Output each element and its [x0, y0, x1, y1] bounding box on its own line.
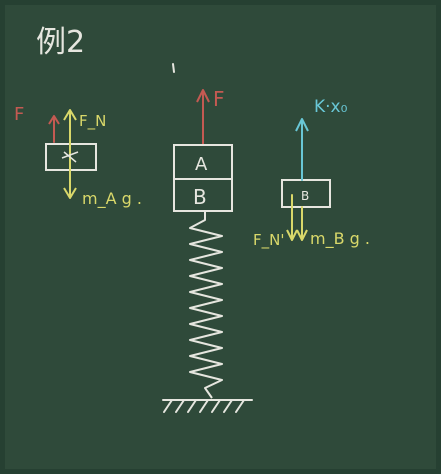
fbd-left-normal-arrowhead — [63, 109, 77, 121]
title-text: 例2 — [36, 25, 85, 60]
block-b-label: B — [193, 185, 207, 209]
center-assembly: F A B — [162, 87, 253, 413]
ground-hatching — [163, 399, 245, 413]
fbd-left-normal-label: F_N — [79, 112, 106, 131]
fbd-right-normal-arrowhead — [286, 229, 298, 241]
fbd-left-block-scribble — [61, 151, 79, 163]
fbd-right: B K·x₀ F_N' m_B g . — [253, 97, 370, 250]
fbd-right-block-label: B — [301, 189, 309, 203]
block-a-label: A — [195, 154, 208, 175]
fbd-right-spring-force-label: K·x₀ — [314, 97, 348, 117]
fbd-right-gravity-arrowhead — [296, 229, 308, 241]
fbd-left-gravity-label: m_A g . — [82, 189, 142, 209]
center-force-label: F — [213, 87, 225, 111]
fbd-left-force-arrowhead — [48, 115, 60, 125]
block-b — [173, 178, 233, 212]
fbd-right-block — [281, 179, 331, 208]
fbd-left: F F_N m_A g . — [14, 104, 142, 209]
spring — [189, 211, 223, 399]
fbd-right-spring-force-arrowhead — [295, 118, 309, 132]
fbd-right-normal-label: F_N' — [253, 231, 284, 250]
chalk-tick-mark — [172, 63, 175, 73]
fbd-left-force-label: F — [14, 104, 24, 125]
fbd-right-gravity-label: m_B g . — [310, 229, 370, 249]
fbd-left-gravity-arrowhead — [63, 187, 77, 199]
center-force-arrowhead — [196, 89, 210, 103]
